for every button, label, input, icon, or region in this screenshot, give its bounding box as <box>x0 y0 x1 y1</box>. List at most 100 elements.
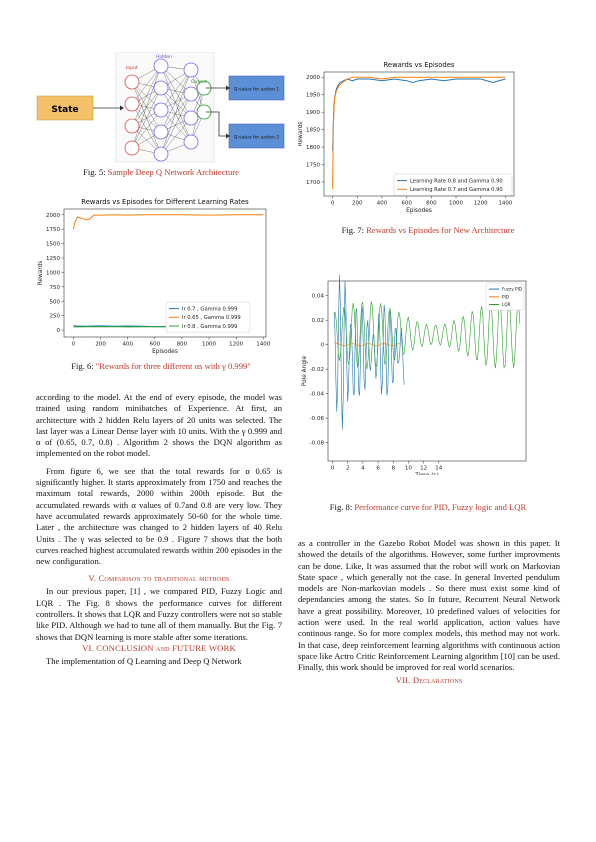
y-tick-label: -0.08 <box>310 441 325 447</box>
network-edge <box>160 93 192 133</box>
x-tick-label: 12 <box>420 466 427 472</box>
network-edge <box>160 65 192 119</box>
hidden-node <box>183 110 199 126</box>
section-6-heading: VI. CONCLUSION and FUTURE WORK <box>36 643 282 653</box>
section-5-heading: V. Comparison to traditional methods <box>36 573 282 583</box>
x-tick-label: 8 <box>391 466 395 472</box>
legend-label-3: lr 0.8 , Gamma 0.999 <box>182 324 237 330</box>
y-tick-label: 1750 <box>46 227 60 233</box>
x-tick-label: 6 <box>376 466 380 472</box>
x-tick-label: 1200 <box>474 201 488 207</box>
y-axis-label: Pole Angle <box>302 355 308 386</box>
x-tick-label: 2 <box>346 466 350 472</box>
pid-line <box>334 343 401 347</box>
hidden-node <box>153 146 169 162</box>
x-tick-label: 0 <box>331 201 335 207</box>
y-tick-label: 0 <box>321 343 325 349</box>
fig5-caption: Fig. 5: Sample Deep Q Network Architectu… <box>36 167 286 177</box>
fig7-caption-text: Rewards vs Episodes for New Architecture <box>366 225 515 235</box>
y-tick-label: 1850 <box>306 128 320 134</box>
hidden-node <box>153 124 169 140</box>
network-edge <box>160 69 192 133</box>
x-axis-label: Episodes <box>152 349 178 355</box>
x-tick-label: 1400 <box>498 201 512 207</box>
x-tick-label: 0 <box>331 466 335 472</box>
legend-label-1: lr 0.7 , Gamma 0.999 <box>182 306 237 312</box>
q2-box <box>228 123 285 149</box>
network-edge <box>131 87 162 149</box>
section-7-number: VII. <box>395 674 411 685</box>
legend-box <box>165 301 251 333</box>
legend-label-2: PID <box>502 294 509 299</box>
network-edge <box>131 65 162 127</box>
x-tick-label: 600 <box>401 201 412 207</box>
y-tick-label: 1750 <box>306 163 320 169</box>
fig5-caption-num: Fig. 5: <box>83 167 106 177</box>
hidden-layer-label: Hidden <box>156 54 172 60</box>
y-tick-label: -0.04 <box>310 392 325 398</box>
section-5-title: Comparison to traditional methods <box>98 573 230 584</box>
fig7-caption: Fig. 7: Rewards vs Episodes for New Arch… <box>298 225 558 235</box>
y-tick-label: 1900 <box>306 110 320 116</box>
legend-box <box>393 173 513 196</box>
x-tick-label: 400 <box>377 201 388 207</box>
x-tick-label: 4 <box>361 466 365 472</box>
chart-title: Rewards vs Episodes <box>384 61 455 69</box>
legend-label-3: LQR <box>502 302 511 307</box>
x-tick-label: 0 <box>72 342 76 348</box>
fig8-caption-num: Fig. 8: <box>329 502 353 512</box>
q1-box <box>228 75 285 101</box>
y-axis-label: Rewards <box>298 122 304 147</box>
y-tick-label: 250 <box>50 314 61 320</box>
q2-label: Q-value for action 2 <box>234 135 280 141</box>
y-tick-label: 1000 <box>46 270 60 276</box>
x-tick-label: 1200 <box>229 342 243 348</box>
x-tick-label: 14 <box>435 466 442 472</box>
x-tick-label: 1000 <box>202 342 216 348</box>
input-node <box>124 118 140 134</box>
left-paragraph-2: From figure 6, we see that the total rew… <box>36 465 282 567</box>
left-paragraph-3: In our previous paper, [1] , we compared… <box>36 586 282 642</box>
chart-title: Rewards vs Episodes for Different Learni… <box>81 198 249 206</box>
right-paragraph-1: as a controller in the Gazebo Robot Mode… <box>298 538 560 673</box>
legend-label-1: Fuzzy PID <box>502 287 522 292</box>
legend-label-1: Learning Rate 0.8 and Gamma 0.90 <box>410 178 503 184</box>
hidden-node <box>153 80 169 96</box>
fig5-caption-text: Sample Deep Q Network Architecture <box>107 167 239 177</box>
y-tick-label: 750 <box>50 285 61 291</box>
y-tick-label: 0.02 <box>312 318 324 324</box>
y-tick-label: 2000 <box>306 75 320 81</box>
left-paragraph-1: according to the model. At the end of ev… <box>36 392 282 459</box>
left-paragraph-4: The implementation of Q Learning and Dee… <box>46 655 242 666</box>
x-axis-label: Episodes <box>406 208 432 214</box>
state-box <box>36 95 94 121</box>
input-node <box>124 96 140 112</box>
left-column: according to the model. At the end of ev… <box>36 392 282 667</box>
fuzzy-pid-line <box>333 275 405 430</box>
hidden-node <box>153 58 169 74</box>
section-5-number: V. <box>88 573 97 584</box>
x-tick-label: 1400 <box>256 342 270 348</box>
lqr-line <box>333 300 521 370</box>
fig6-caption-num: Fig. 6: <box>71 361 94 371</box>
x-tick-label: 400 <box>122 342 133 348</box>
network-edge <box>160 93 192 155</box>
y-tick-label: 1800 <box>306 145 320 151</box>
fig8-caption-text: Performance curve for PID, Fuzzy logic a… <box>354 502 527 512</box>
hidden-node <box>153 102 169 118</box>
right-column: as a controller in the Gazebo Robot Mode… <box>298 538 560 685</box>
x-tick-label: 600 <box>150 342 161 348</box>
section-7-title: Declarations <box>412 674 463 685</box>
section-6-title-b: and <box>156 642 170 653</box>
network-edge <box>160 69 192 155</box>
q1-label: Q-value for action 1 <box>234 87 280 93</box>
fig8-chart: 0 2 4 6 8 10 12 14 0.04 0.02 0 -0.02 -0.04 -0.06 -0.08… <box>302 275 527 475</box>
y-tick-label: 0 <box>57 328 61 334</box>
y-tick-label: 1700 <box>306 180 320 186</box>
series-line-2 <box>332 76 506 190</box>
y-tick-label: 1250 <box>46 256 60 262</box>
y-tick-label: 500 <box>50 299 61 305</box>
series-line-2 <box>73 214 264 230</box>
section-6-title-c: FUTURE WORK <box>172 642 236 653</box>
hidden-node <box>183 86 199 102</box>
